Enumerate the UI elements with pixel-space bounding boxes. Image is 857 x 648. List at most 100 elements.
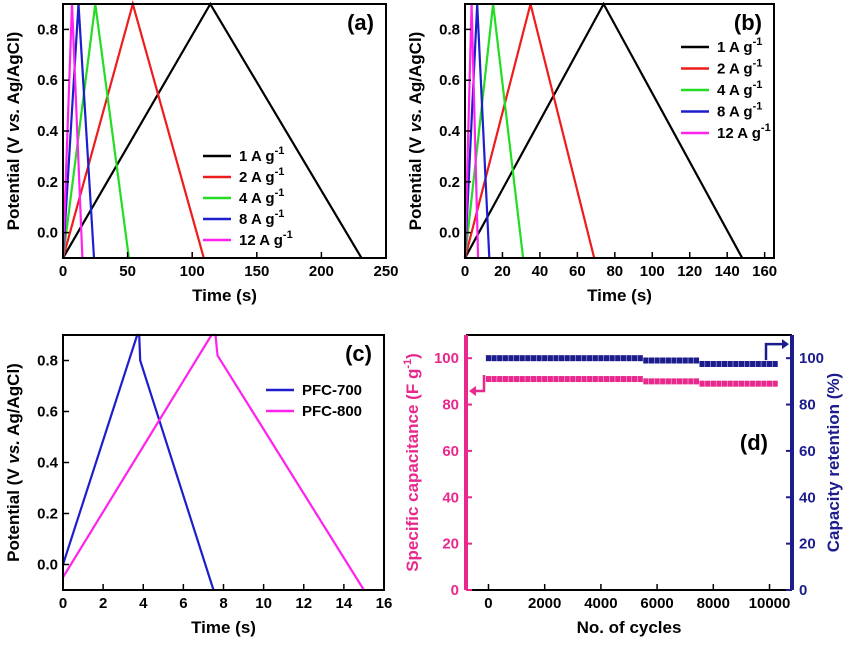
- data-point: [525, 376, 531, 383]
- x-tick-label: 6: [179, 595, 187, 612]
- x-tick-label: 50: [119, 263, 136, 280]
- x-tick-label: 2: [99, 595, 107, 612]
- data-point: [654, 357, 660, 364]
- legend-entry-0: 1 A g-1: [239, 145, 284, 165]
- series-1: [485, 355, 778, 367]
- y-right-axis-label: Capacity retention (%): [824, 373, 843, 552]
- x-tick-label: 100: [640, 263, 665, 280]
- data-point: [513, 376, 520, 383]
- y-tick-label: 0.2: [37, 506, 58, 523]
- data-point: [772, 360, 778, 367]
- data-point: [485, 376, 492, 383]
- data-point: [671, 357, 677, 364]
- data-point: [766, 360, 773, 367]
- y-tick-label: 80: [442, 397, 459, 414]
- legend-entry-2: 4 A g-1: [717, 79, 762, 99]
- x-axis-label: Time (s): [587, 286, 652, 305]
- x-tick-label: 6000: [640, 595, 673, 612]
- data-point: [682, 357, 688, 364]
- data-point: [609, 376, 615, 383]
- data-point: [508, 376, 514, 383]
- data-point: [654, 378, 660, 385]
- data-point: [626, 376, 632, 383]
- x-tick-label: 120: [677, 263, 702, 280]
- x-axis-label: Time (s): [192, 286, 257, 305]
- data-point: [620, 355, 626, 362]
- data-point: [547, 376, 553, 383]
- plot-frame: [62, 334, 385, 591]
- panel-label: (c): [345, 341, 372, 366]
- data-point: [727, 360, 733, 367]
- data-point: [553, 376, 559, 383]
- data-point: [716, 360, 722, 367]
- data-point: [733, 360, 739, 367]
- data-point: [592, 376, 598, 383]
- y-axis-label: Specific capacitance (F g-1): [402, 353, 422, 572]
- data-point: [710, 360, 716, 367]
- data-point: [738, 360, 745, 367]
- data-point: [587, 355, 593, 362]
- legend-entry-0: PFC-700: [302, 382, 362, 399]
- data-point: [648, 378, 655, 385]
- legend-entry-1: PFC-800: [302, 403, 362, 420]
- y-tick-label: 0.2: [37, 174, 58, 191]
- data-point: [564, 355, 570, 362]
- x-tick-label: 80: [606, 263, 623, 280]
- legend-entry-2: 4 A g-1: [239, 187, 284, 207]
- data-point: [553, 355, 559, 362]
- y-tick-label: 60: [442, 443, 459, 460]
- x-tick-label: 40: [532, 263, 549, 280]
- x-tick-label: 10000: [749, 595, 791, 612]
- x-tick-label: 4000: [584, 595, 617, 612]
- data-point: [693, 357, 700, 364]
- data-point: [519, 355, 525, 362]
- data-point: [755, 380, 761, 387]
- data-point: [575, 355, 582, 362]
- y-tick-label: 0.2: [439, 174, 460, 191]
- left-axis-arrow: [474, 375, 486, 393]
- series-line-0: [464, 1, 744, 259]
- data-point: [502, 376, 508, 383]
- y-right-tick-label: 80: [799, 397, 816, 414]
- data-point: [660, 378, 666, 385]
- data-point: [575, 376, 582, 383]
- data-point: [750, 360, 756, 367]
- data-point: [530, 355, 537, 362]
- x-axis-label: Time (s): [191, 618, 256, 637]
- data-point: [558, 376, 565, 383]
- x-tick-label: 14: [336, 595, 353, 612]
- data-point: [721, 360, 728, 367]
- data-point: [688, 378, 694, 385]
- y-axis-label: Potential (V vs. Ag/AgCl): [4, 363, 23, 562]
- legend: PFC-700 PFC-800: [266, 382, 362, 420]
- data-point: [536, 355, 542, 362]
- data-point: [592, 355, 598, 362]
- data-point: [766, 380, 773, 387]
- x-tick-label: 8: [219, 595, 227, 612]
- panel-label: (d): [740, 430, 768, 455]
- x-tick-label: 100: [180, 263, 205, 280]
- y-tick-label: 0.0: [37, 557, 58, 574]
- data-point: [761, 360, 767, 367]
- data-point: [738, 380, 745, 387]
- data-point: [682, 378, 688, 385]
- y-tick-label: 0.4: [37, 455, 59, 472]
- data-point: [620, 376, 626, 383]
- panel-a: 0 50 100 150 200 250 0.0 0.2 0.4 0.6 0.8 Time (s) Po…: [4, 0, 399, 305]
- legend-entry-3: 8 A g-1: [717, 101, 762, 121]
- legend-entry-3: 8 A g-1: [239, 208, 284, 228]
- x-tick-label: 10: [255, 595, 272, 612]
- data-point: [581, 376, 587, 383]
- y-tick-label: 0.0: [37, 225, 58, 242]
- x-tick-label: 200: [309, 263, 334, 280]
- panel-label: (b): [734, 10, 762, 35]
- data-point: [587, 376, 593, 383]
- x-tick-label: 0: [484, 595, 492, 612]
- data-point: [637, 376, 643, 383]
- x-tick-label: 20: [494, 263, 511, 280]
- x-tick-label: 16: [376, 595, 393, 612]
- y-tick-label: 40: [442, 489, 459, 506]
- legend-entry-1: 2 A g-1: [717, 58, 762, 78]
- x-tick-label: 8000: [697, 595, 730, 612]
